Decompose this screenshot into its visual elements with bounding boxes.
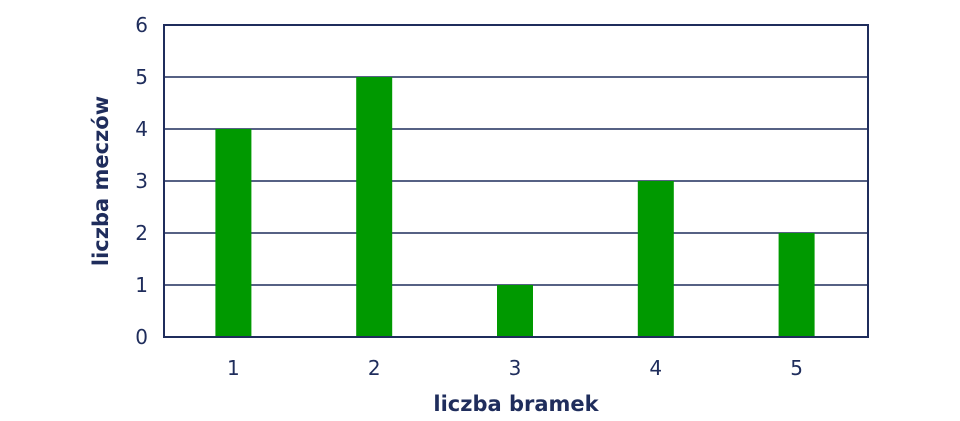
y-tick-labels: 0 1 2 3 4 5 6 [135, 13, 148, 349]
x-tick-label-2: 2 [368, 356, 381, 380]
y-tick-label-2: 2 [135, 221, 148, 245]
y-axis-title: liczba meczów [89, 96, 113, 266]
y-tick-label-6: 6 [135, 13, 148, 37]
x-tick-label-3: 3 [509, 356, 522, 380]
bar-5 [778, 233, 815, 337]
x-tick-label-5: 5 [790, 356, 803, 380]
bar-1 [215, 129, 252, 337]
bars [215, 77, 815, 337]
x-axis-title: liczba bramek [433, 392, 599, 416]
y-tick-label-0: 0 [135, 325, 148, 349]
bar-2 [356, 77, 393, 337]
y-tick-label-1: 1 [135, 273, 148, 297]
gridlines [164, 76, 868, 286]
plot-frame [163, 24, 869, 338]
bar-4 [637, 181, 674, 337]
x-tick-label-1: 1 [227, 356, 240, 380]
y-tick-label-4: 4 [135, 117, 148, 141]
bar-3 [497, 285, 533, 337]
y-tick-label-3: 3 [135, 169, 148, 193]
y-tick-label-5: 5 [135, 65, 148, 89]
x-tick-label-4: 4 [649, 356, 662, 380]
x-tick-labels: 1 2 3 4 5 [227, 356, 803, 380]
